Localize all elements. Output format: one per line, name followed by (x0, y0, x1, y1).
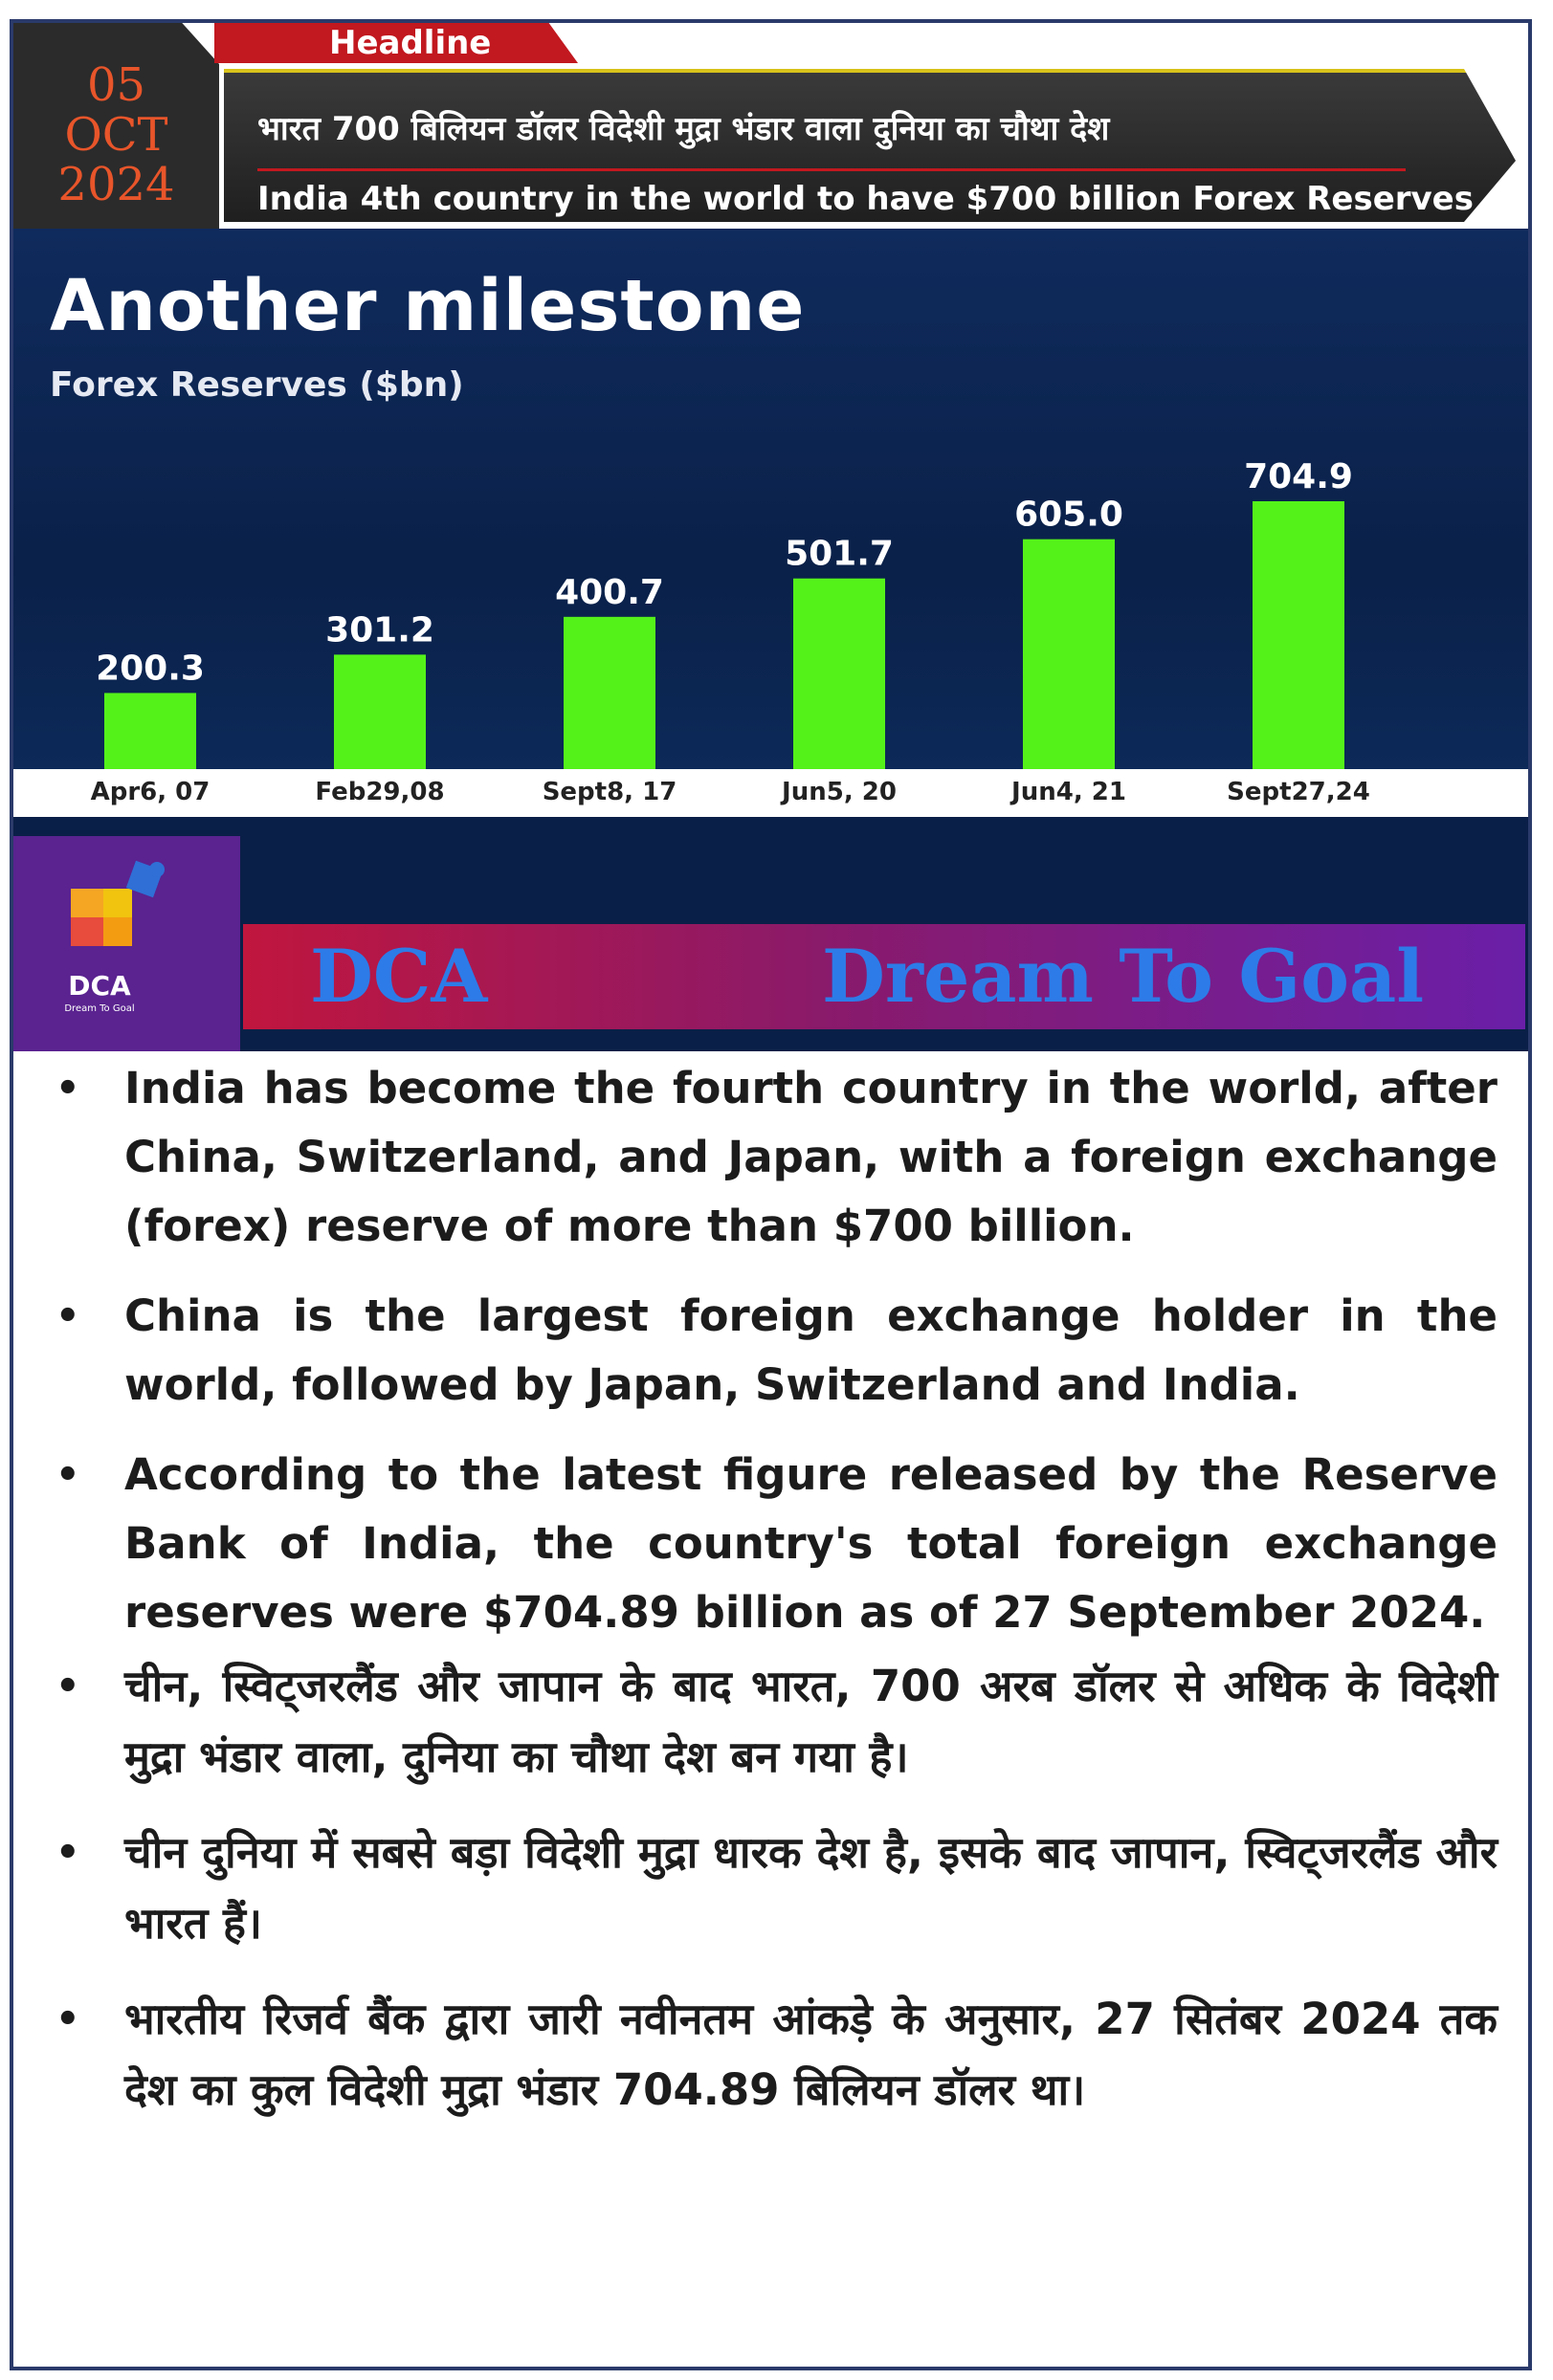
banner-slogan: Dream To Goal (822, 934, 1425, 1019)
list-item: • China is the largest foreign exchange … (42, 1282, 1498, 1420)
logo-subtext: Dream To Goal (64, 1003, 135, 1014)
bar-value-label: 200.3 (96, 649, 205, 688)
list-item: • According to the latest figure release… (42, 1441, 1498, 1647)
headline-bar: भारत 700 बिलियन डॉलर विदेशी मुद्रा भंडार… (224, 69, 1516, 222)
list-item: • भारतीय रिजर्व बैंक द्वारा जारी नवीनतम … (42, 1984, 1498, 2126)
bullet-text: चीन दुनिया में सबसे बड़ा विदेशी मुद्रा ध… (124, 1827, 1498, 1949)
dca-banner: DCA Dream To Goal DCA Dream To Goal (13, 817, 1528, 1051)
bullet-dot: • (55, 1453, 80, 1497)
bullet-dot: • (55, 1831, 80, 1875)
chart-title: Another milestone (50, 265, 806, 347)
bar-1 (334, 654, 426, 769)
bullet-dot: • (55, 1997, 80, 2041)
bullet-text: भारतीय रिजर्व बैंक द्वारा जारी नवीनतम आं… (124, 1994, 1498, 2115)
page-frame: 05 OCT 2024 Headline भारत 700 बिलियन डॉल… (10, 19, 1532, 2370)
headline-tab: Headline (214, 23, 578, 63)
bullet-text: चीन, स्विट्जरलैंड और जापान के बाद भारत, … (124, 1661, 1498, 1782)
x-tick-label: Apr6, 07 (91, 778, 211, 806)
puzzle-logo-icon (71, 860, 165, 946)
x-tick-label: Jun5, 20 (780, 778, 897, 806)
header: 05 OCT 2024 Headline भारत 700 बिलियन डॉल… (13, 23, 1528, 229)
headline-english: India 4th country in the world to have $… (257, 180, 1474, 218)
bar-value-label: 501.7 (785, 535, 894, 574)
bullet-dot: • (55, 1294, 80, 1338)
x-tick-label: Feb29,08 (315, 778, 444, 806)
bar-value-label: 704.9 (1244, 457, 1353, 496)
bar-value-label: 400.7 (555, 573, 664, 612)
x-tick-label: Sept8, 17 (543, 778, 677, 806)
bullet-text: China is the largest foreign exchange ho… (124, 1290, 1498, 1410)
headline-hindi: भारत 700 बिलियन डॉलर विदेशी मुद्रा भंडार… (257, 110, 1110, 148)
bar-5 (1253, 501, 1344, 769)
chart-subtitle: Forex Reserves ($bn) (50, 365, 464, 405)
headline-divider (257, 168, 1406, 171)
date-day: 05 (86, 58, 146, 112)
banner-dca-text: DCA (310, 934, 488, 1019)
list-item: • India has become the fourth country in… (42, 1054, 1498, 1261)
date-box: 05 OCT 2024 (13, 23, 219, 229)
bar-2 (564, 616, 655, 769)
date-year: 2024 (57, 158, 175, 211)
list-item: • चीन दुनिया में सबसे बड़ा विदेशी मुद्रा… (42, 1818, 1498, 1959)
bar-value-label: 605.0 (1014, 496, 1123, 535)
x-tick-label: Jun4, 21 (1009, 778, 1126, 806)
bar-chart: 200.3 Apr6, 07 301.2 Feb29,08 400.7 Sept8, 17… (13, 457, 1528, 809)
date-month: OCT (64, 108, 168, 162)
logo-text: DCA (68, 970, 131, 1002)
bar-0 (104, 693, 196, 769)
bar-3 (793, 578, 885, 769)
bullet-dot: • (55, 1067, 80, 1111)
bullet-dot: • (55, 1664, 80, 1708)
bullet-list: • India has become the fourth country in… (13, 1054, 1528, 2126)
chart-panel: 200.3 Apr6, 07 301.2 Feb29,08 400.7 Sept8, 17… (13, 229, 1528, 809)
dca-logo: DCA Dream To Goal (13, 836, 240, 1051)
bullet-text: According to the latest figure released … (124, 1449, 1498, 1638)
x-tick-label: Sept27,24 (1227, 778, 1370, 806)
list-item: • चीन, स्विट्जरलैंड और जापान के बाद भारत… (42, 1651, 1498, 1793)
bar-value-label: 301.2 (325, 610, 434, 650)
x-axis-strip (13, 769, 1528, 809)
bullet-text: India has become the fourth country in t… (124, 1063, 1498, 1251)
bar-4 (1023, 539, 1115, 769)
banner-bar: DCA Dream To Goal (243, 924, 1525, 1029)
